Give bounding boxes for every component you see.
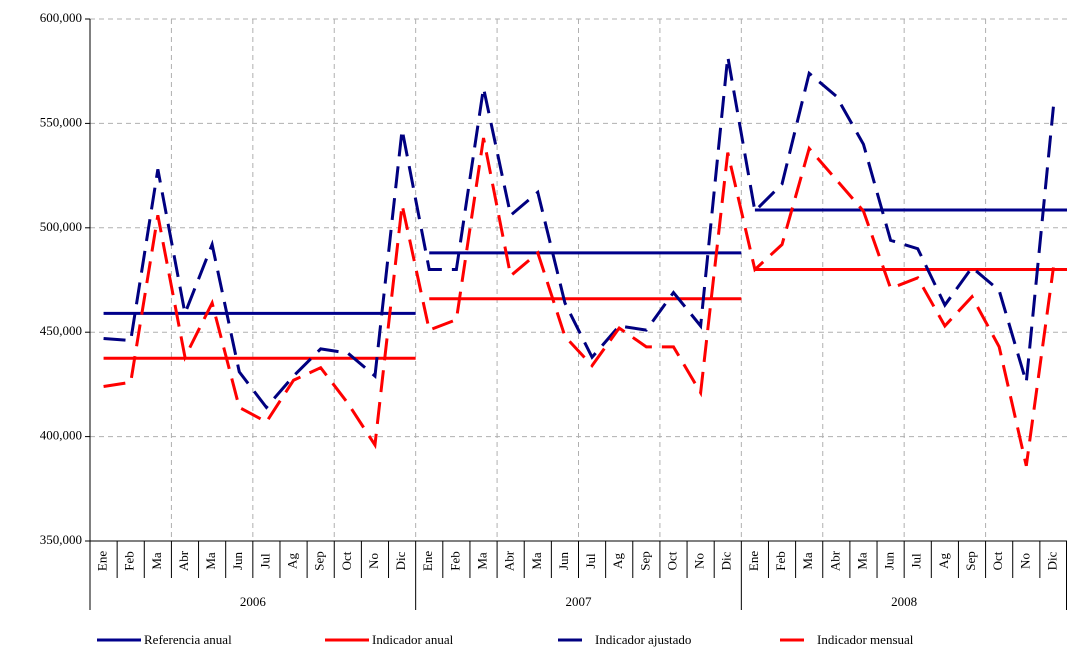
legend-label: Indicador ajustado <box>595 632 691 647</box>
x-tick-label: Feb <box>447 551 462 571</box>
x-tick-label: Ene <box>420 551 435 571</box>
x-tick-label: Oct <box>990 551 1005 570</box>
x-tick-label: Dic <box>393 551 408 570</box>
x-tick-label: No <box>366 553 381 569</box>
series-line <box>103 137 1055 467</box>
x-tick-label: Abr <box>827 550 842 571</box>
x-tick-label: Ma <box>149 552 164 570</box>
x-tick-label: Ag <box>285 553 300 569</box>
x-tick-label: Feb <box>773 551 788 571</box>
x-tick-label: Oct <box>664 551 679 570</box>
x-tick-label: Ma <box>474 552 489 570</box>
y-tick-label: 450,000 <box>40 323 82 338</box>
x-tick-label: Jun <box>882 551 897 570</box>
y-tick-label: 350,000 <box>40 532 82 547</box>
x-tick-label: Sep <box>963 551 978 571</box>
y-tick-label: 600,000 <box>40 10 82 25</box>
y-tick-label: 500,000 <box>40 219 82 234</box>
legend-label: Indicador anual <box>372 632 454 647</box>
y-tick-label: 550,000 <box>40 114 82 129</box>
x-tick-label: Sep <box>312 551 327 571</box>
x-tick-label: Ag <box>936 553 951 569</box>
x-tick-label: Jun <box>230 551 245 570</box>
x-tick-label: Ma <box>529 552 544 570</box>
x-tick-label: Abr <box>502 550 517 571</box>
legend-label: Referencia anual <box>144 632 232 647</box>
x-tick-label: Jul <box>909 553 924 569</box>
x-tick-label: Sep <box>637 551 652 571</box>
legend-label: Indicador mensual <box>817 632 914 647</box>
series-line <box>103 56 1055 410</box>
x-tick-label: Ene <box>746 551 761 571</box>
x-tick-label: Dic <box>1044 551 1059 570</box>
year-label: 2006 <box>240 594 267 609</box>
x-tick-label: Ma <box>854 552 869 570</box>
y-tick-label: 400,000 <box>40 428 82 443</box>
x-tick-label: Ag <box>610 553 625 569</box>
x-tick-label: No <box>692 553 707 569</box>
x-tick-label: Ma <box>203 552 218 570</box>
x-tick-label: Ene <box>95 551 110 571</box>
x-tick-label: No <box>1017 553 1032 569</box>
year-label: 2007 <box>566 594 593 609</box>
year-label: 2008 <box>891 594 917 609</box>
x-tick-label: Jun <box>556 551 571 570</box>
x-tick-label: Jul <box>257 553 272 569</box>
x-tick-label: Feb <box>122 551 137 571</box>
x-tick-label: Jul <box>583 553 598 569</box>
x-tick-label: Dic <box>719 551 734 570</box>
x-tick-label: Ma <box>800 552 815 570</box>
x-tick-label: Abr <box>176 550 191 571</box>
x-tick-label: Oct <box>339 551 354 570</box>
